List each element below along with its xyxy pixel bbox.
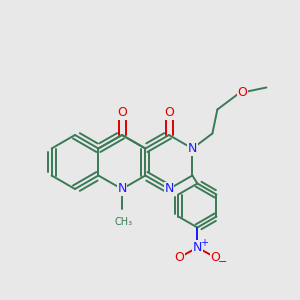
Text: CH₃: CH₃ — [115, 217, 133, 227]
Text: O: O — [210, 251, 220, 264]
Text: O: O — [237, 86, 247, 99]
Text: O: O — [174, 251, 184, 264]
Text: N: N — [188, 142, 197, 155]
Text: O: O — [164, 106, 174, 119]
Text: N: N — [117, 182, 127, 196]
Text: N: N — [164, 182, 174, 196]
Text: +: + — [200, 238, 208, 248]
Text: O: O — [117, 106, 127, 119]
Text: −: − — [218, 256, 227, 266]
Text: N: N — [193, 241, 202, 254]
